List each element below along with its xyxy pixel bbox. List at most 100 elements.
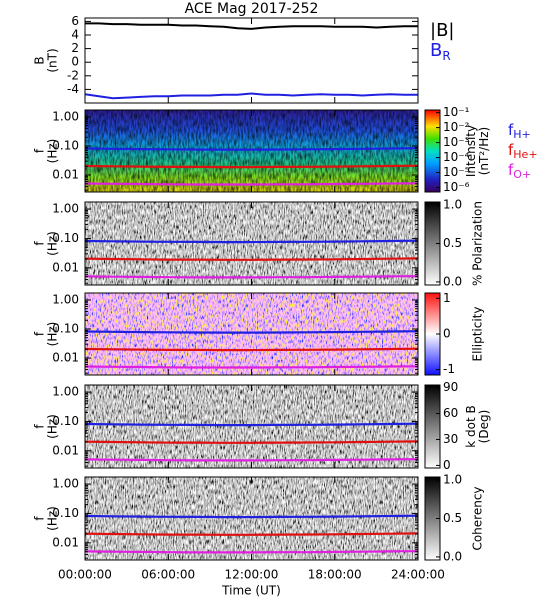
- y-tick-label: 1.00: [52, 477, 79, 491]
- colorbar-tick-label: -1: [443, 362, 455, 376]
- colorbar-tick-label: 30: [443, 432, 458, 446]
- colorbar-label: k dot B: [464, 405, 478, 447]
- y-tick-label: 0.01: [52, 535, 79, 549]
- colorbar: [425, 293, 440, 375]
- y-axis-label: (Hz): [46, 506, 60, 531]
- y-tick-label: 0.10: [52, 231, 79, 245]
- y-tick-label: 0.10: [52, 139, 79, 153]
- series-line: [84, 257, 419, 261]
- colorbar: [425, 110, 440, 192]
- y-tick-label: 0.10: [52, 322, 79, 336]
- colorbar-label: Ellipticity: [471, 307, 485, 362]
- y-axis-label: (Hz): [46, 322, 60, 347]
- colorbar-tick-label: 10⁻³: [443, 135, 470, 149]
- x-tick-label: 06:00:00: [141, 568, 195, 582]
- legend-entry: fH+: [508, 121, 531, 142]
- colorbar: [425, 477, 440, 560]
- x-tick-label: 12:00:00: [225, 568, 279, 582]
- legend-entry: BR: [430, 40, 451, 63]
- x-axis-label: Time (UT): [221, 584, 281, 598]
- series-line: [84, 365, 419, 369]
- colorbar-tick-label: 60: [443, 406, 458, 420]
- colorbar-tick-label: 1: [443, 291, 451, 305]
- colorbar-tick-label: 0: [443, 327, 451, 341]
- x-tick-label: 00:00:00: [58, 568, 112, 582]
- series-line: [84, 182, 419, 186]
- series-line: [84, 330, 419, 334]
- y-tick-label: 0.10: [52, 414, 79, 428]
- y-tick-label: 2: [71, 41, 79, 55]
- colorbar-tick-label: 10⁻²: [443, 120, 470, 134]
- colorbar-label: (Deg): [477, 410, 491, 444]
- colorbar-tick-label: 0.0: [443, 274, 462, 288]
- plot-frame: [84, 17, 419, 104]
- legend-entry: fO+: [508, 161, 531, 182]
- series-line: [84, 239, 419, 244]
- y-tick-label: 0.01: [52, 351, 79, 365]
- y-axis-label: (Hz): [46, 231, 60, 256]
- legend-subscript: R: [442, 49, 450, 63]
- series-line: [84, 440, 419, 444]
- colorbar-label: Coherency: [471, 486, 485, 550]
- y-axis-label: f: [33, 241, 47, 246]
- y-tick-label: 0.01: [52, 443, 79, 457]
- colorbar-tick-label: 0.5: [443, 236, 462, 250]
- colorbar-tick-label: 10⁻⁵: [443, 165, 470, 179]
- series-line: [84, 147, 419, 151]
- y-axis-label: B: [33, 56, 47, 64]
- series-line: [84, 550, 419, 554]
- y-axis-label: f: [33, 148, 47, 153]
- colorbar-label: (nT²/Hz): [477, 127, 491, 175]
- y-tick-label: 1.00: [52, 385, 79, 399]
- y-tick-label: 1.00: [52, 109, 79, 123]
- y-tick-label: -2: [67, 68, 79, 82]
- chart-title: ACE Mag 2017-252: [185, 1, 319, 17]
- colorbar-tick-label: 1.0: [443, 198, 462, 212]
- colorbar-tick-label: 0.5: [443, 511, 462, 525]
- y-tick-label: 1.00: [52, 292, 79, 306]
- legend-name: f: [508, 141, 514, 159]
- series-line: [84, 164, 419, 169]
- y-tick-label: 0.01: [52, 260, 79, 274]
- series-line: [84, 514, 419, 519]
- y-axis-label: f: [33, 331, 47, 336]
- y-axis-label: (nT): [46, 48, 60, 72]
- series-line: [84, 347, 419, 352]
- y-tick-label: 1.00: [52, 202, 79, 216]
- spectrogram-bg: [85, 202, 418, 285]
- spectrogram-bg: [85, 385, 418, 468]
- y-axis-label: f: [33, 424, 47, 429]
- y-tick-label: 0.10: [52, 506, 79, 520]
- legend-subscript: H+: [513, 128, 531, 141]
- colorbar-label: % Polarization: [471, 201, 485, 286]
- colorbar: [425, 202, 440, 285]
- y-tick-label: 4: [71, 28, 79, 42]
- spectrogram-noise: [85, 110, 418, 192]
- series-line: [84, 532, 419, 536]
- x-tick-label: 24:00:00: [391, 568, 445, 582]
- legend-subscript: O+: [513, 168, 531, 181]
- y-tick-label: 6: [71, 14, 79, 28]
- series-line: [84, 92, 418, 100]
- legend-name: f: [508, 161, 514, 179]
- spectrogram-bg: [85, 293, 418, 375]
- y-tick-label: 0: [71, 55, 79, 69]
- series-line: [84, 422, 419, 427]
- legend-entry: fHe+: [508, 141, 538, 162]
- colorbar-tick-label: 0.0: [443, 549, 462, 563]
- x-tick-label: 18:00:00: [308, 568, 362, 582]
- y-tick-label: -4: [67, 82, 79, 96]
- legend-name: B: [430, 40, 442, 61]
- y-axis-label: f: [33, 516, 47, 521]
- colorbar-tick-label: 10⁻⁶: [443, 180, 470, 194]
- series-line: [85, 22, 418, 30]
- legend-subscript: He+: [513, 148, 537, 161]
- legend-entry: |B|: [430, 20, 454, 41]
- series-line: [84, 458, 419, 462]
- colorbar: [425, 385, 440, 468]
- colorbar-tick-label: 1.0: [443, 473, 462, 487]
- y-axis-label: (Hz): [46, 139, 60, 164]
- colorbar-tick-label: 0: [443, 458, 451, 472]
- colorbar-label: Intensity: [464, 125, 478, 177]
